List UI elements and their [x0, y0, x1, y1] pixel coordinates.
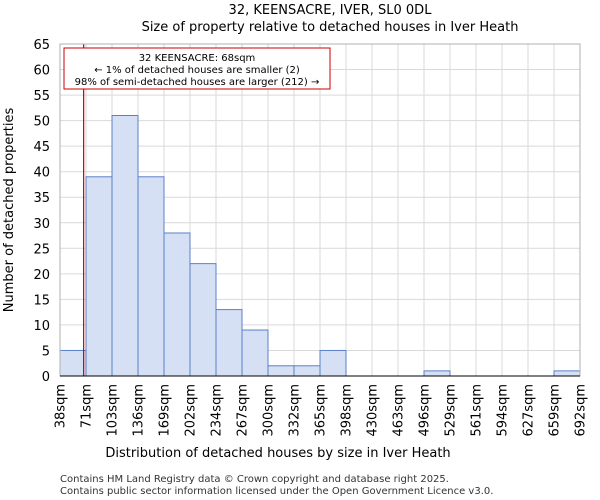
chart-title: 32, KEENSACRE, IVER, SL0 0DL	[229, 3, 433, 18]
x-tick-label: 561sqm	[470, 384, 485, 437]
x-tick-label: 38sqm	[54, 384, 69, 428]
y-tick-label: 25	[33, 242, 50, 257]
bar	[267, 365, 295, 377]
x-tick-label: 496sqm	[418, 384, 433, 437]
bar	[319, 349, 347, 377]
x-tick-label: 692sqm	[574, 384, 589, 437]
footer-line-1: Contains HM Land Registry data © Crown c…	[60, 474, 449, 485]
axes	[59, 43, 581, 377]
y-tick-label: 20	[33, 268, 50, 283]
bars	[59, 115, 581, 377]
y-tick-label: 45	[33, 140, 50, 155]
bar	[137, 176, 165, 377]
bar	[189, 263, 217, 377]
x-tick-label: 202sqm	[184, 384, 199, 437]
x-tick-labels: 38sqm 71sqm 103sqm 136sqm 169sqm 202sqm 234sqm…	[54, 384, 589, 437]
bar	[241, 329, 269, 377]
bar	[215, 309, 243, 377]
bar	[423, 370, 451, 377]
y-tick-label: 5	[42, 344, 50, 359]
y-tick-labels: 0 5 10 15 20 25 30 35 40 45 50 55 60 65	[33, 38, 50, 385]
bar	[293, 365, 321, 377]
y-tick-label: 10	[33, 319, 50, 334]
marker-annotation: 32 KEENSACRE: 68sqm ← 1% of detached hou…	[63, 47, 331, 90]
y-tick-label: 30	[33, 217, 50, 232]
y-tick-label: 15	[33, 293, 50, 308]
chart-subtitle: Size of property relative to detached ho…	[142, 20, 519, 35]
x-tick-label: 300sqm	[262, 384, 277, 437]
bar	[59, 349, 87, 377]
bar	[111, 115, 139, 377]
annotation-line-1: 32 KEENSACRE: 68sqm	[139, 53, 256, 64]
y-tick-label: 65	[33, 38, 50, 53]
x-tick-label: 234sqm	[210, 384, 225, 437]
annotation-line-3: 98% of semi-detached houses are larger (…	[75, 77, 320, 88]
footer-line-2: Contains public sector information licen…	[60, 486, 493, 497]
x-tick-label: 136sqm	[132, 384, 147, 437]
bar	[85, 176, 113, 377]
x-tick-label: 529sqm	[444, 384, 459, 437]
x-tick-label: 430sqm	[366, 384, 381, 437]
y-tick-label: 35	[33, 191, 50, 206]
x-tick-label: 267sqm	[236, 384, 251, 437]
x-tick-label: 659sqm	[548, 384, 563, 437]
x-tick-label: 103sqm	[106, 384, 121, 437]
y-tick-label: 55	[33, 89, 50, 104]
x-tick-label: 169sqm	[158, 384, 173, 437]
x-tick-label: 332sqm	[288, 384, 303, 437]
x-tick-label: 627sqm	[522, 384, 537, 437]
annotation-line-2: ← 1% of detached houses are smaller (2)	[94, 65, 300, 76]
bar	[163, 232, 191, 377]
annotation-box	[63, 47, 331, 90]
y-tick-label: 60	[33, 64, 50, 79]
y-tick-label: 40	[33, 166, 50, 181]
x-axis-label: Distribution of detached houses by size …	[105, 446, 450, 461]
x-tick-label: 594sqm	[496, 384, 511, 437]
x-tick-label: 463sqm	[392, 384, 407, 437]
x-tick-label: 71sqm	[80, 384, 95, 428]
x-tick-label: 365sqm	[314, 384, 329, 437]
y-axis-label: Number of detached properties	[2, 108, 17, 313]
y-tick-label: 0	[42, 370, 50, 385]
bar	[553, 370, 581, 377]
x-tick-label: 398sqm	[340, 384, 355, 437]
y-tick-label: 50	[33, 115, 50, 130]
